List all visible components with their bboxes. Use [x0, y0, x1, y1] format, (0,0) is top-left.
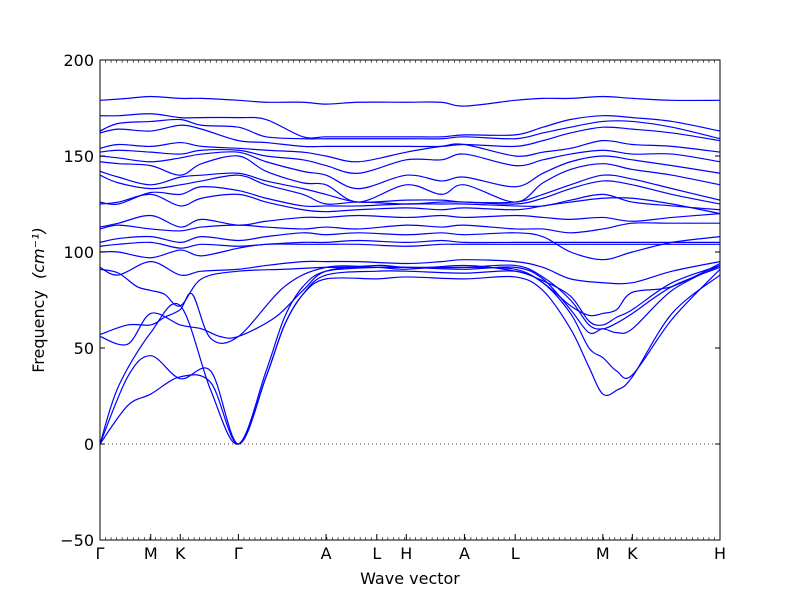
band-6 [100, 262, 720, 317]
band-12 [100, 213, 720, 228]
band-3 [100, 264, 720, 445]
y-tick-label: 50 [74, 339, 94, 358]
band-20 [100, 139, 720, 163]
band-15 [100, 174, 720, 205]
x-tick-label: Γ [96, 544, 105, 563]
band-16 [100, 170, 720, 204]
x-tick-label: L [511, 544, 520, 563]
band-23 [100, 113, 720, 139]
band-lines [100, 95, 720, 445]
band-5 [100, 264, 720, 344]
y-tick-label: 200 [63, 51, 94, 70]
y-axis-label-text: Frequency [29, 290, 48, 373]
x-tick-label: A [459, 544, 470, 563]
band-7 [100, 259, 720, 285]
band-9 [100, 239, 720, 249]
x-tick-label: Γ [234, 544, 243, 563]
band-1 [100, 274, 720, 445]
x-tick-label: A [321, 544, 332, 563]
band-4 [100, 264, 720, 346]
y-tick-label: 100 [63, 243, 94, 262]
band-21 [100, 124, 720, 148]
y-tick-label: 0 [84, 435, 94, 454]
band-11 [100, 222, 720, 234]
y-tick-label: −50 [60, 531, 94, 550]
y-axis-ticks: −50 0 50 100 150 200 [60, 51, 720, 550]
band-10 [100, 232, 720, 261]
x-tick-label: L [372, 544, 381, 563]
y-axis-label-unit: (cm⁻¹) [29, 227, 48, 279]
band-18 [100, 151, 720, 190]
band-22 [100, 118, 720, 140]
x-tick-label: H [714, 544, 726, 563]
y-axis-label: Frequency (cm⁻¹) [29, 227, 48, 372]
band-14 [100, 186, 720, 211]
x-axis-label: Wave vector [360, 569, 460, 588]
y-tick-label: 150 [63, 147, 94, 166]
band-8 [100, 243, 720, 259]
band-24 [100, 95, 720, 107]
band-2 [100, 268, 720, 445]
plot-frame [99, 59, 721, 541]
band-17 [100, 155, 720, 203]
x-tick-label: K [627, 544, 638, 563]
x-tick-label: M [596, 544, 610, 563]
band-13 [100, 193, 720, 215]
x-tick-label: M [144, 544, 158, 563]
band-19 [100, 149, 720, 174]
x-tick-label: H [400, 544, 412, 563]
x-tick-label: K [175, 544, 186, 563]
